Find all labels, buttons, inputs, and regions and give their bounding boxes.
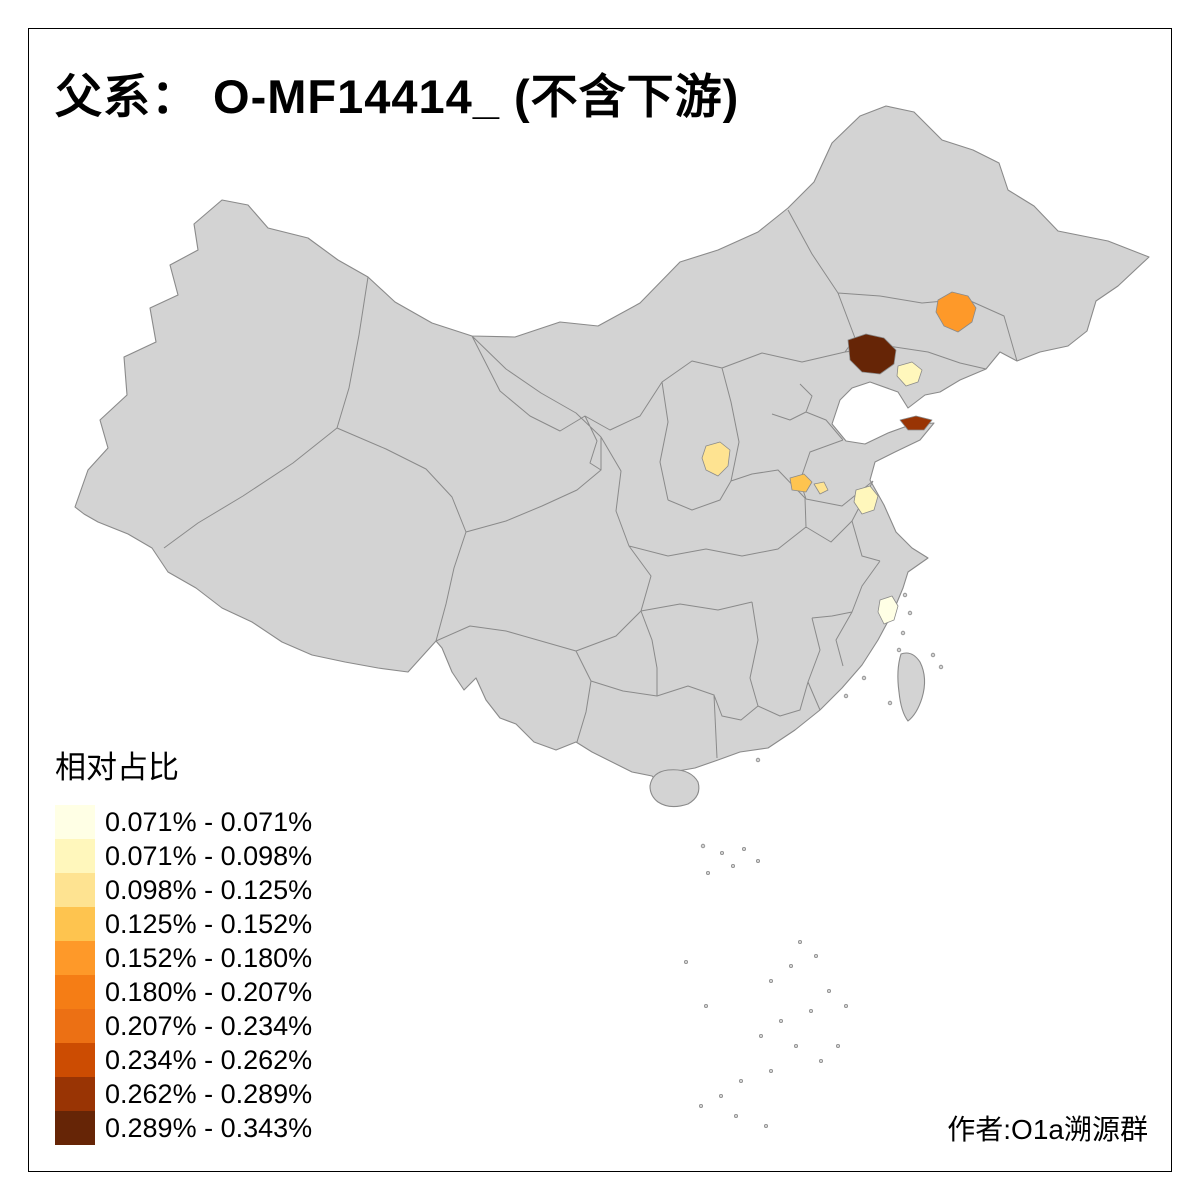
highlight-region-zhejiang-coast	[877, 595, 899, 625]
legend-label: 0.125% - 0.152%	[105, 909, 313, 939]
legend-swatch	[55, 873, 95, 907]
legend-label: 0.071% - 0.071%	[105, 807, 313, 837]
highlight-region-henan-north-a	[789, 473, 813, 493]
plot-title: 父系： O-MF14414_ (不含下游)	[55, 70, 740, 123]
legend-swatch	[55, 975, 95, 1009]
legend-row: 0.180% - 0.207%	[55, 975, 312, 1009]
legend-swatch	[55, 1077, 95, 1111]
legend-row: 0.262% - 0.289%	[55, 1077, 312, 1111]
highlight-region-jiangsu-north	[853, 485, 879, 515]
legend-swatch	[55, 839, 95, 873]
legend-label: 0.071% - 0.098%	[105, 841, 313, 871]
province-borders	[163, 209, 1018, 759]
legend-swatch	[55, 1009, 95, 1043]
legend-row: 0.289% - 0.343%	[55, 1111, 312, 1145]
highlight-region-liaodong-peninsula	[896, 361, 923, 387]
taiwan-island	[897, 652, 926, 722]
legend-row: 0.071% - 0.071%	[55, 805, 312, 839]
legend-title: 相对占比	[55, 750, 179, 785]
legend-label: 0.098% - 0.125%	[105, 875, 313, 905]
legend-row: 0.234% - 0.262%	[55, 1043, 312, 1077]
highlight-region-shanxi-south	[701, 441, 731, 477]
legend-swatch	[55, 1043, 95, 1077]
highlight-region-liaoning-east	[847, 333, 897, 375]
legend-row: 0.207% - 0.234%	[55, 1009, 312, 1043]
legend-swatch	[55, 941, 95, 975]
legend-row: 0.152% - 0.180%	[55, 941, 312, 975]
legend-label: 0.289% - 0.343%	[105, 1113, 313, 1143]
hainan-island	[649, 769, 700, 808]
legend-row: 0.071% - 0.098%	[55, 839, 312, 873]
legend-label: 0.234% - 0.262%	[105, 1045, 313, 1075]
legend-label: 0.262% - 0.289%	[105, 1079, 313, 1109]
legend-row: 0.098% - 0.125%	[55, 873, 312, 907]
mainland-outline	[74, 105, 1150, 789]
legend-label: 0.180% - 0.207%	[105, 977, 313, 1007]
legend-swatch	[55, 907, 95, 941]
legend-label: 0.152% - 0.180%	[105, 943, 313, 973]
legend-row: 0.125% - 0.152%	[55, 907, 312, 941]
sea-islands	[684, 592, 944, 1129]
legend-swatch	[55, 1111, 95, 1145]
author-credit: 作者:O1a溯源群	[947, 1114, 1148, 1145]
highlight-region-northeast-jilin	[935, 291, 977, 333]
legend: 相对占比 0.071% - 0.071% 0.071% - 0.098% 0.0…	[55, 742, 312, 1145]
highlight-region-henan-north-b	[813, 481, 829, 495]
highlight-regions	[701, 291, 977, 625]
legend-label: 0.207% - 0.234%	[105, 1011, 313, 1041]
legend-swatch	[55, 805, 95, 839]
highlight-region-shandong-peninsula-tip	[899, 415, 933, 431]
